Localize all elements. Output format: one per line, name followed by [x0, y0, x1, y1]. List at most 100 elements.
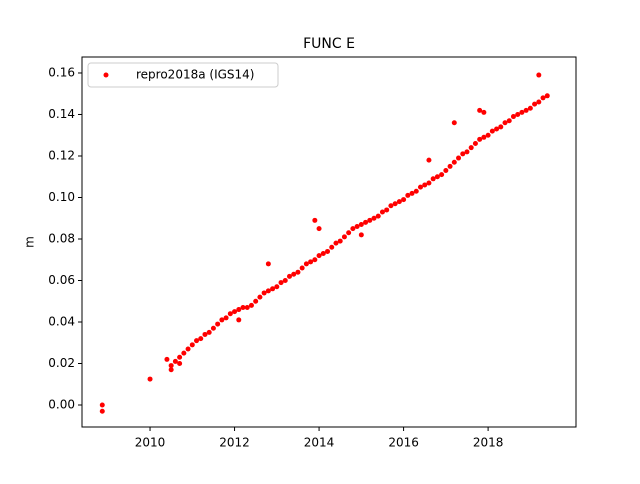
point [456, 155, 462, 161]
point [206, 329, 212, 335]
point [384, 207, 390, 213]
point [401, 197, 407, 203]
y-tick-label: 0.10 [48, 190, 75, 204]
point [392, 201, 398, 207]
point [409, 190, 415, 196]
y-tick-label: 0.02 [48, 356, 75, 370]
x-tick-label: 2010 [135, 436, 166, 450]
point [265, 261, 271, 267]
point [99, 408, 105, 414]
point [282, 277, 288, 283]
point [405, 192, 411, 198]
point [185, 346, 191, 352]
point [417, 184, 423, 190]
point [210, 325, 216, 331]
point [485, 132, 491, 138]
point [536, 99, 542, 105]
point [489, 128, 495, 134]
point [510, 114, 516, 120]
point [308, 259, 314, 265]
point [413, 188, 419, 194]
point [451, 120, 457, 126]
y-tick-label: 0.08 [48, 231, 75, 245]
point [236, 317, 242, 323]
point [422, 182, 428, 188]
point [181, 350, 187, 356]
point [341, 234, 347, 240]
point [363, 219, 369, 225]
point [460, 151, 466, 157]
point [320, 251, 326, 257]
point [536, 72, 542, 78]
point [434, 174, 440, 180]
y-tick-label: 0.12 [48, 148, 75, 162]
point [358, 232, 364, 238]
point [346, 230, 352, 236]
x-tick-label: 2012 [219, 436, 250, 450]
point [396, 199, 402, 205]
point [358, 221, 364, 227]
point [147, 376, 153, 382]
legend-label: repro2018a (IGS14) [136, 68, 254, 82]
y-tick-label: 0.00 [48, 398, 75, 412]
x-tick-label: 2014 [304, 436, 335, 450]
plot-frame [81, 56, 577, 428]
point [202, 331, 208, 337]
y-tick-label: 0.14 [48, 107, 75, 121]
y-axis-label: m [23, 236, 37, 248]
point [227, 311, 233, 317]
point [232, 309, 238, 315]
point [333, 240, 339, 246]
point [472, 141, 478, 147]
point [265, 288, 271, 294]
point [219, 317, 225, 323]
x-tick-label: 2016 [388, 436, 419, 450]
point [451, 159, 457, 165]
point [240, 304, 246, 310]
point [371, 215, 377, 221]
point [295, 269, 301, 275]
point [303, 261, 309, 267]
point [316, 253, 322, 259]
point [316, 226, 322, 232]
point [519, 109, 525, 115]
point [468, 145, 474, 151]
point [379, 209, 385, 215]
point [99, 402, 105, 408]
point [494, 126, 500, 132]
point [481, 109, 487, 115]
point [477, 107, 483, 113]
point [248, 302, 254, 308]
point [354, 224, 360, 230]
point [447, 163, 453, 169]
point [426, 157, 432, 163]
point [312, 217, 318, 223]
y-tick-label: 0.16 [48, 65, 75, 79]
y-tick-label: 0.06 [48, 273, 75, 287]
point [261, 290, 267, 296]
point [375, 213, 381, 219]
point [544, 93, 550, 99]
point [189, 342, 195, 348]
point [426, 180, 432, 186]
point [506, 118, 512, 124]
point [498, 124, 504, 130]
point [443, 168, 449, 174]
point [430, 176, 436, 182]
point [168, 367, 174, 373]
legend-marker [103, 72, 109, 78]
point [164, 356, 170, 362]
point [274, 284, 280, 290]
point [299, 265, 305, 271]
point [532, 101, 538, 107]
point [194, 338, 200, 344]
point [439, 172, 445, 178]
point [236, 307, 242, 313]
point [540, 95, 546, 101]
y-tick-label: 0.04 [48, 314, 75, 328]
point [312, 257, 318, 263]
point [286, 273, 292, 279]
point [257, 294, 263, 300]
point [177, 361, 183, 367]
